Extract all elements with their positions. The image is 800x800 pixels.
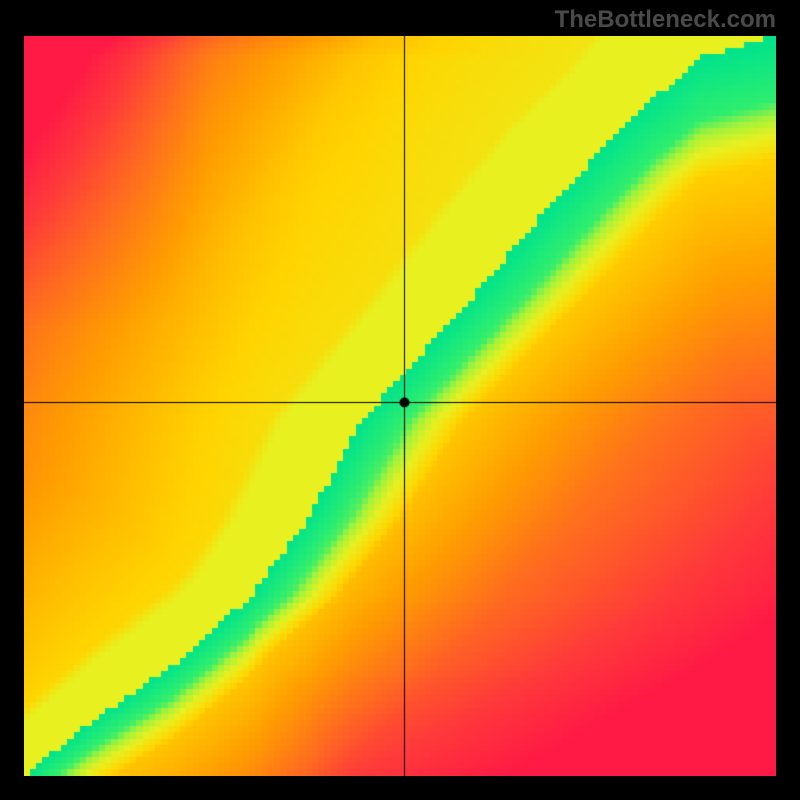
bottleneck-heatmap <box>24 36 776 776</box>
watermark-text: TheBottleneck.com <box>555 6 776 34</box>
